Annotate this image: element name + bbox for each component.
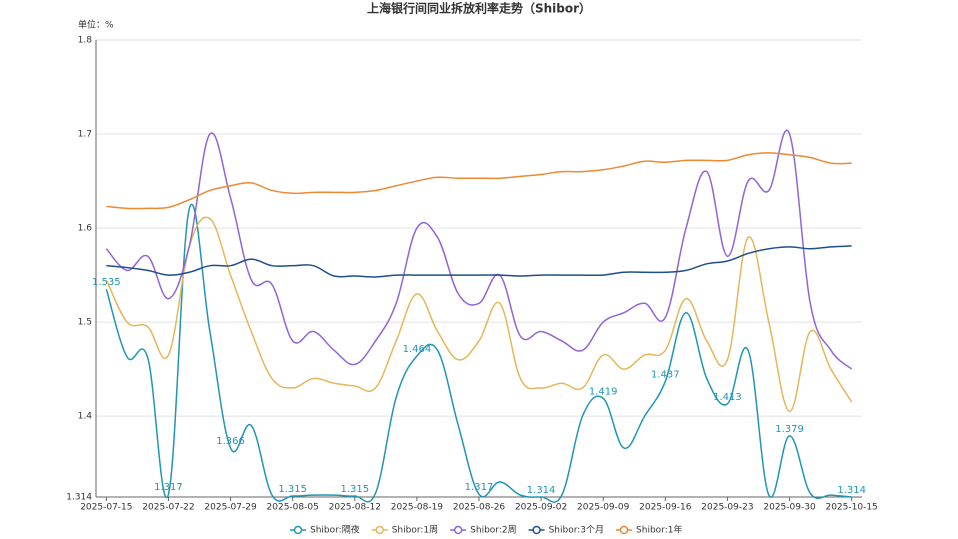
value-label: 1.437 xyxy=(651,369,680,380)
series-line xyxy=(106,245,852,278)
legend-icon xyxy=(619,525,629,535)
value-label: 1.315 xyxy=(278,484,307,495)
x-tick-label: 2025-07-15 xyxy=(80,503,132,513)
legend-label: Shibor:1周 xyxy=(392,525,438,536)
series-line xyxy=(105,216,853,413)
legend-icon xyxy=(293,525,303,535)
value-label: 1.314 xyxy=(527,485,556,496)
legend-label: Shibor:1年 xyxy=(636,524,682,536)
x-tick-label: 2025-08-12 xyxy=(329,503,381,513)
x-tick-label: 2025-08-26 xyxy=(453,503,506,513)
legend-icon xyxy=(532,525,541,535)
value-label: 1.419 xyxy=(589,386,618,397)
y-tick-label: 1.4 xyxy=(78,412,93,422)
x-tick-label: 2025-08-05 xyxy=(267,503,319,513)
y-axis-unit: 单位：% xyxy=(78,19,114,31)
legend-icon xyxy=(375,525,384,535)
value-label: 1.464 xyxy=(403,344,432,355)
legend-label: Shibor:隔夜 xyxy=(310,524,360,536)
value-label: 1.315 xyxy=(340,484,369,495)
y-tick-label: 1.8 xyxy=(78,36,93,46)
x-tick-label: 2025-09-30 xyxy=(763,503,816,513)
y-tick-label: 1.5 xyxy=(78,318,92,328)
value-label: 1.317 xyxy=(154,482,183,493)
value-label: 1.366 xyxy=(216,436,245,447)
x-tick-label: 2025-08-19 xyxy=(391,503,444,513)
legend-label: Shibor:3个月 xyxy=(549,525,604,536)
y-tick-label: 1.314 xyxy=(66,493,92,503)
y-tick-label: 1.6 xyxy=(78,224,93,234)
series-line xyxy=(105,129,853,370)
value-label: 1.413 xyxy=(713,392,742,403)
series-line xyxy=(105,203,852,503)
legend-label: Shibor:2周 xyxy=(470,525,516,536)
legend-icon xyxy=(453,525,463,535)
series-line xyxy=(106,152,852,210)
x-tick-label: 2025-09-16 xyxy=(639,503,692,513)
chart-title: 上海银行间同业拆放利率走势（Shibor） xyxy=(367,1,591,16)
value-label: 1.535 xyxy=(92,277,121,288)
value-label: 1.314 xyxy=(837,485,866,496)
x-tick-label: 2025-07-22 xyxy=(142,503,194,513)
x-tick-label: 2025-09-23 xyxy=(701,503,753,513)
value-label: 1.379 xyxy=(775,424,804,435)
x-tick-label: 2025-07-29 xyxy=(204,503,257,513)
x-tick-label: 2025-09-02 xyxy=(515,503,567,513)
x-tick-label: 2025-10-15 xyxy=(825,503,877,513)
y-tick-label: 1.7 xyxy=(78,130,92,140)
value-label: 1.317 xyxy=(465,482,494,493)
x-tick-label: 2025-09-09 xyxy=(577,503,630,513)
